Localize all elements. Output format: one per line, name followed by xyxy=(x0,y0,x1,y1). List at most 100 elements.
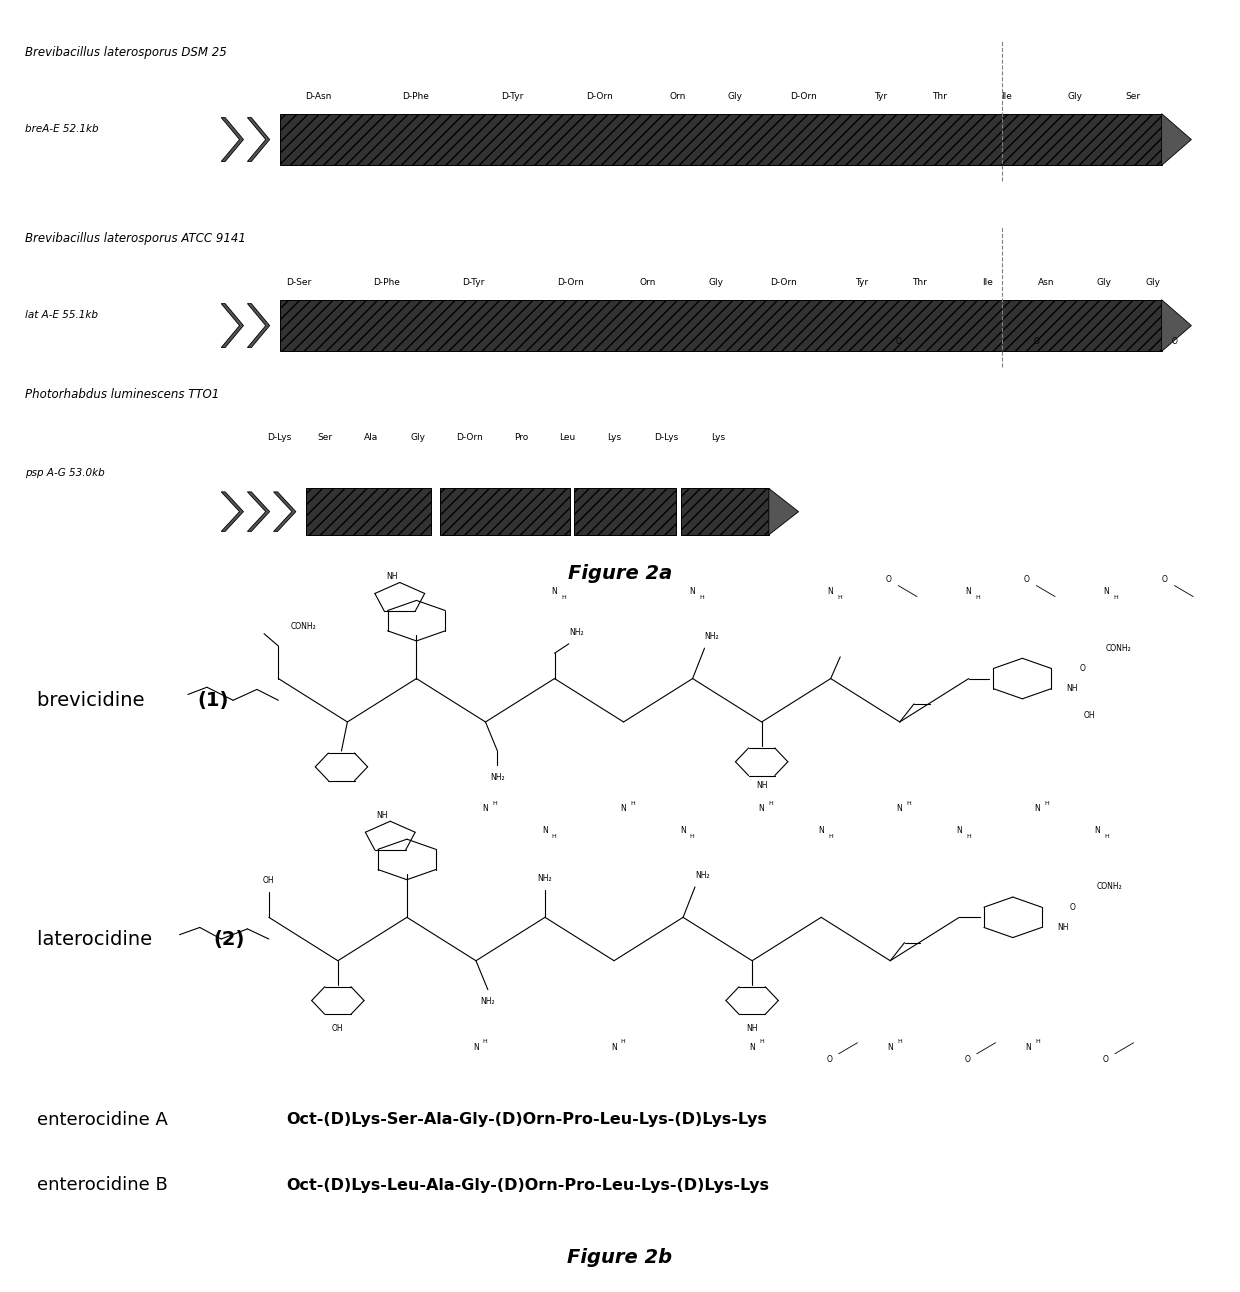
Text: H: H xyxy=(492,801,497,806)
Text: H: H xyxy=(689,833,694,839)
Text: CONH₂: CONH₂ xyxy=(290,621,316,630)
Text: H: H xyxy=(1114,594,1118,599)
Text: H: H xyxy=(759,1039,764,1044)
Text: Figure 2b: Figure 2b xyxy=(568,1248,672,1267)
Text: N: N xyxy=(827,588,833,597)
Text: D-Ser: D-Ser xyxy=(286,278,311,287)
Text: O: O xyxy=(885,575,892,584)
FancyBboxPatch shape xyxy=(279,300,1162,351)
Text: breA-E 52.1kb: breA-E 52.1kb xyxy=(25,124,98,134)
Text: H: H xyxy=(562,594,565,599)
Text: Gly: Gly xyxy=(1096,278,1111,287)
Text: D-Orn: D-Orn xyxy=(790,92,817,101)
Text: Lys: Lys xyxy=(606,433,621,442)
Text: NH₂: NH₂ xyxy=(569,628,584,637)
Polygon shape xyxy=(248,492,269,531)
Text: D-Orn: D-Orn xyxy=(456,433,482,442)
Text: laterocidine: laterocidine xyxy=(37,929,157,948)
Text: H: H xyxy=(1035,1039,1040,1044)
Text: OH: OH xyxy=(263,876,274,885)
Text: Gly: Gly xyxy=(1145,278,1161,287)
Text: Tyr: Tyr xyxy=(874,92,888,101)
Text: enterocidine A: enterocidine A xyxy=(37,1111,167,1129)
Text: Gly: Gly xyxy=(728,92,743,101)
Text: CONH₂: CONH₂ xyxy=(1096,882,1122,891)
Polygon shape xyxy=(274,492,296,531)
Text: (1): (1) xyxy=(197,691,229,709)
Text: OH: OH xyxy=(1084,711,1095,720)
Text: D-Lys: D-Lys xyxy=(267,433,291,442)
Text: N: N xyxy=(620,804,626,813)
Text: Asn: Asn xyxy=(1038,278,1054,287)
Text: N: N xyxy=(542,826,548,835)
FancyBboxPatch shape xyxy=(681,488,769,535)
Text: NH: NH xyxy=(756,782,768,791)
Text: Ser: Ser xyxy=(317,433,332,442)
Text: O: O xyxy=(1070,903,1076,912)
Text: Brevibacillus laterosporus ATCC 9141: Brevibacillus laterosporus ATCC 9141 xyxy=(25,233,246,245)
Text: H: H xyxy=(828,833,833,839)
Polygon shape xyxy=(221,304,243,348)
Text: N: N xyxy=(956,826,962,835)
Text: CONH₂: CONH₂ xyxy=(1106,643,1131,652)
Text: O: O xyxy=(1079,664,1085,673)
Text: Ile: Ile xyxy=(982,278,993,287)
Text: N: N xyxy=(1034,804,1040,813)
Text: H: H xyxy=(552,833,557,839)
Text: Thr: Thr xyxy=(931,92,946,101)
Polygon shape xyxy=(1162,300,1192,351)
Text: O: O xyxy=(826,1054,832,1063)
Text: Gly: Gly xyxy=(1068,92,1083,101)
Text: NH₂: NH₂ xyxy=(538,873,552,882)
Text: D-Tyr: D-Tyr xyxy=(501,92,523,101)
Text: (2): (2) xyxy=(213,929,244,948)
Text: H: H xyxy=(906,801,911,806)
Text: Orn: Orn xyxy=(670,92,686,101)
Text: NH₂: NH₂ xyxy=(694,871,709,880)
Text: Ile: Ile xyxy=(1002,92,1013,101)
Text: D-Orn: D-Orn xyxy=(770,278,797,287)
FancyBboxPatch shape xyxy=(574,488,676,535)
Text: H: H xyxy=(621,1039,625,1044)
Text: NH: NH xyxy=(1056,922,1069,932)
Text: N: N xyxy=(887,1043,893,1052)
Text: N: N xyxy=(482,804,489,813)
Text: NH: NH xyxy=(1066,685,1078,694)
Text: H: H xyxy=(1104,833,1109,839)
Text: Photorhabdus luminescens TTO1: Photorhabdus luminescens TTO1 xyxy=(25,388,219,401)
Text: OH: OH xyxy=(332,1025,343,1034)
Text: O: O xyxy=(1172,337,1178,346)
Text: O: O xyxy=(1033,337,1039,346)
Text: NH₂: NH₂ xyxy=(490,773,505,782)
Text: N: N xyxy=(966,588,971,597)
Text: D-Phe: D-Phe xyxy=(402,92,429,101)
Polygon shape xyxy=(248,118,269,162)
Text: N: N xyxy=(897,804,903,813)
Text: D-Phe: D-Phe xyxy=(373,278,399,287)
Text: H: H xyxy=(699,594,704,599)
Text: Ser: Ser xyxy=(1126,92,1141,101)
Text: H: H xyxy=(630,801,635,806)
Text: Pro: Pro xyxy=(515,433,528,442)
Text: brevicidine: brevicidine xyxy=(37,691,150,709)
Text: Leu: Leu xyxy=(559,433,575,442)
FancyBboxPatch shape xyxy=(440,488,569,535)
Text: N: N xyxy=(1094,826,1100,835)
Text: Oct-(D)Lys-Ser-Ala-Gly-(D)Orn-Pro-Leu-Lys-(D)Lys-Lys: Oct-(D)Lys-Ser-Ala-Gly-(D)Orn-Pro-Leu-Ly… xyxy=(286,1112,768,1128)
Polygon shape xyxy=(221,492,243,531)
Text: NH: NH xyxy=(746,1025,758,1034)
Text: O: O xyxy=(895,337,901,346)
Text: N: N xyxy=(749,1043,755,1052)
Text: enterocidine B: enterocidine B xyxy=(37,1176,167,1194)
FancyBboxPatch shape xyxy=(279,114,1162,165)
Text: Gly: Gly xyxy=(708,278,723,287)
Text: D-Orn: D-Orn xyxy=(557,278,584,287)
Text: Lys: Lys xyxy=(711,433,725,442)
Text: N: N xyxy=(1104,588,1110,597)
Text: N: N xyxy=(472,1043,479,1052)
Text: O: O xyxy=(1162,575,1168,584)
Text: D-Tyr: D-Tyr xyxy=(463,278,485,287)
Text: N: N xyxy=(552,588,557,597)
Text: O: O xyxy=(1024,575,1029,584)
Text: H: H xyxy=(482,1039,487,1044)
